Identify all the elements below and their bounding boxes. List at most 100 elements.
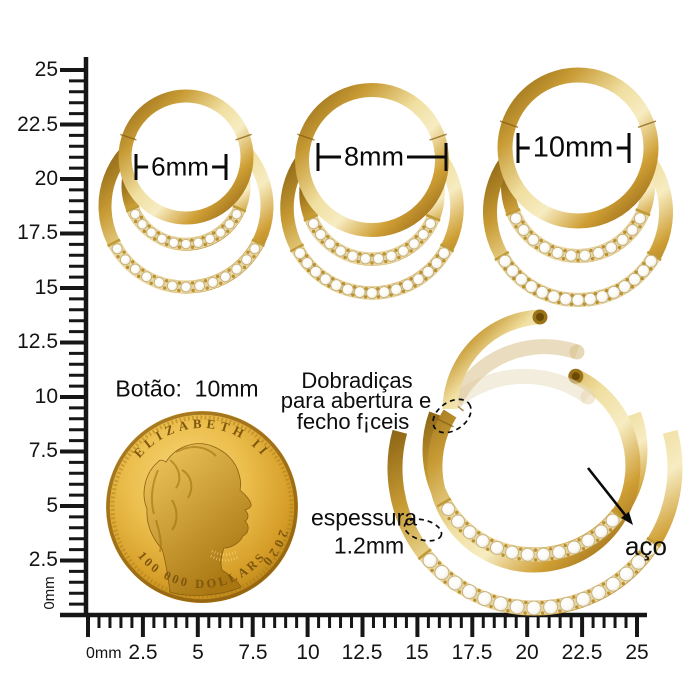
size-label-6mm: 6mm	[148, 151, 212, 183]
prong-dot	[595, 538, 600, 542]
prong-dot	[630, 285, 635, 289]
segment-ghost-1-end	[569, 344, 585, 360]
prong-dot	[428, 229, 433, 234]
prong-dot	[178, 238, 182, 242]
hinge-seams	[499, 120, 657, 129]
crystal-gem	[477, 591, 493, 607]
crystal-band-middle	[125, 204, 247, 251]
thickness-callout-ellipse	[403, 518, 443, 542]
crystal-gem	[644, 254, 658, 268]
crystal-gem	[141, 271, 153, 283]
prong-dot	[219, 281, 223, 285]
prong-dot	[252, 254, 256, 259]
hruler-label-5: 5	[192, 641, 204, 664]
prong-dot	[473, 598, 477, 602]
crystal-gem	[447, 575, 463, 591]
prong-dot	[341, 281, 346, 286]
crystal-gem	[578, 249, 592, 262]
prong-dot	[437, 561, 442, 565]
prong-dot	[642, 261, 646, 266]
segment-open	[442, 309, 541, 410]
prong-dot	[492, 594, 496, 599]
prong-dot	[234, 219, 239, 224]
prong-dot	[631, 220, 635, 224]
prong-dot	[465, 521, 469, 526]
segment-open-hole	[536, 313, 544, 321]
prong-dot	[376, 295, 381, 299]
crystal-gem	[509, 599, 525, 615]
prong-dot	[572, 595, 576, 599]
crystal-gem	[347, 250, 359, 262]
crystal-gem	[631, 554, 647, 570]
prong-dot	[532, 291, 537, 296]
prong-dot	[593, 291, 598, 296]
crystal-gem	[194, 280, 206, 292]
prong-dot	[540, 611, 545, 615]
crystal-band-middle	[303, 213, 441, 266]
prong-dot	[613, 238, 617, 243]
thickness-note-line1: espessura	[310, 504, 418, 531]
prong-dot	[419, 270, 423, 275]
prong-dot	[237, 260, 241, 264]
prong-dot	[587, 589, 591, 594]
prong-dot	[343, 255, 347, 260]
prong-dot	[533, 548, 538, 552]
prong-dot	[387, 285, 392, 289]
prong-dot	[581, 546, 586, 551]
vruler-label-15: 15	[34, 276, 58, 299]
crystal-gem	[192, 237, 204, 248]
prong-dot	[153, 237, 157, 241]
portrait-necklace	[210, 549, 240, 562]
prong-dot	[534, 245, 539, 250]
prong-dot	[458, 528, 463, 533]
prong-dot	[563, 543, 567, 548]
prong-dot	[221, 224, 225, 228]
prong-dot	[566, 553, 570, 557]
hruler-label-15: 15	[405, 641, 429, 664]
crystal-gem	[430, 257, 443, 270]
crystal-gem	[408, 238, 420, 250]
vruler-label-25: 25	[34, 58, 58, 81]
prong-dot	[601, 582, 606, 586]
prong-dot	[634, 270, 638, 274]
prong-dot	[211, 231, 216, 235]
inner-ring-open	[427, 369, 641, 573]
prong-dot	[131, 260, 135, 264]
crystal-gem	[397, 245, 410, 257]
crystal-gem	[543, 599, 559, 615]
prong-dot	[227, 268, 231, 272]
prong-dot	[550, 245, 555, 249]
prong-dot	[149, 281, 153, 285]
prong-dot	[228, 215, 233, 220]
crystal-band-outer	[107, 238, 265, 294]
prong-dot	[401, 289, 406, 294]
crystal-gem	[605, 576, 621, 592]
crystal-gem	[505, 545, 520, 560]
prong-dot	[638, 225, 642, 229]
prong-dot	[518, 547, 523, 551]
vruler-label-12-5: 12.5	[17, 330, 58, 353]
prong-dot	[463, 581, 467, 585]
crystal-gem	[330, 279, 343, 292]
prong-dot	[604, 252, 609, 257]
prong-dot	[510, 261, 514, 266]
prong-dot	[152, 274, 156, 279]
crystal-gem	[129, 263, 141, 275]
vruler-label-2-5: 2.5	[28, 548, 58, 571]
prong-dot	[142, 229, 146, 234]
prong-dot	[164, 279, 169, 283]
band-end-cap	[125, 204, 140, 213]
coin-size-label: Botão: 10mm	[115, 375, 259, 402]
crystal-gem	[551, 246, 564, 260]
hruler-label-22-5: 22.5	[561, 641, 603, 664]
band-end-cap	[436, 497, 452, 508]
prong-dot	[563, 248, 567, 253]
hruler-label-12-5: 12.5	[341, 641, 383, 664]
crystal-band-middle	[436, 497, 625, 562]
prong-dot	[216, 274, 220, 279]
prong-dot	[629, 236, 633, 240]
crystal-gem	[307, 217, 320, 230]
inner-ring	[118, 89, 254, 225]
band-end-cap	[251, 238, 265, 248]
prong-dot	[226, 229, 230, 234]
